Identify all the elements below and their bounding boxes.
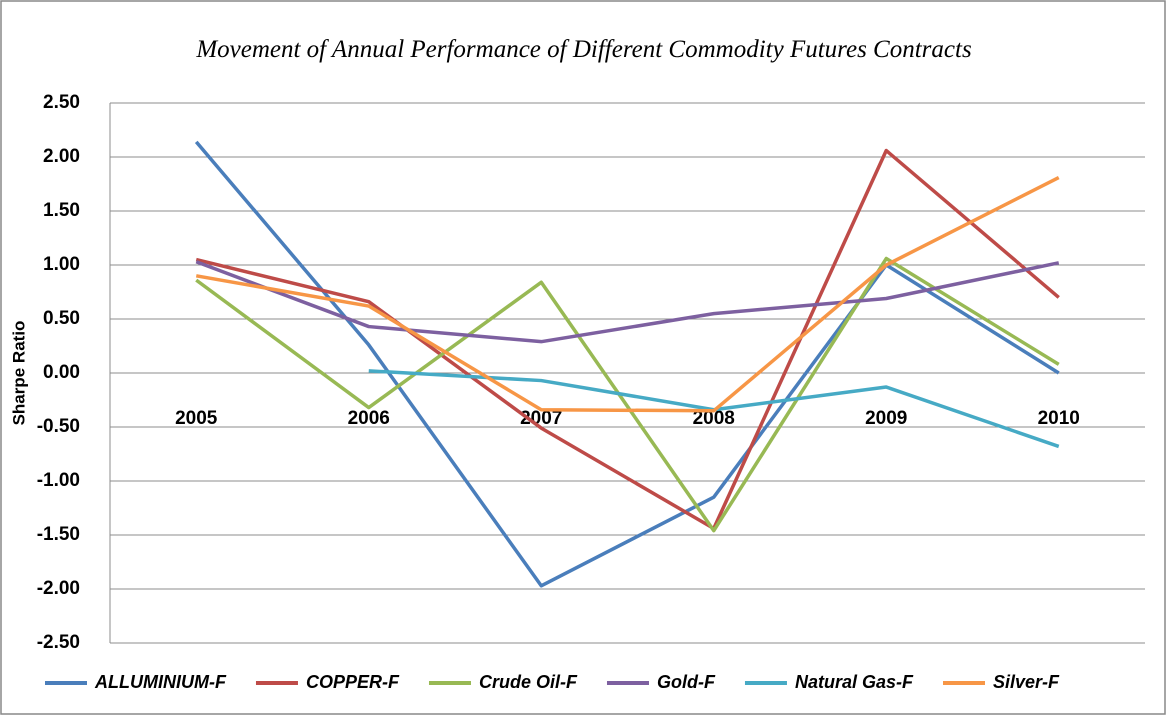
y-tick-label: 0.00	[43, 362, 80, 383]
legend-label: Crude Oil-F	[479, 672, 578, 692]
legend-label: Silver-F	[993, 672, 1060, 692]
x-tick-label: 2009	[865, 408, 907, 429]
series-line	[194, 140, 1060, 588]
y-tick-label: -1.50	[37, 524, 80, 545]
series-line	[195, 175, 1060, 413]
y-axis-label: Sharpe Ratio	[9, 321, 28, 426]
y-tick-label: 2.00	[43, 146, 80, 167]
y-tick-label: 1.00	[43, 254, 80, 275]
legend-label: Natural Gas-F	[795, 672, 914, 692]
chart-title: Movement of Annual Performance of Differ…	[196, 36, 972, 63]
x-tick-label: 2006	[348, 408, 390, 429]
series-line	[195, 148, 1060, 531]
legend-label: COPPER-F	[306, 672, 400, 692]
x-tick-label: 2008	[693, 408, 735, 429]
y-tick-label: 2.50	[43, 92, 80, 113]
y-tick-label: -1.00	[37, 470, 80, 491]
legend-label: Gold-F	[657, 672, 716, 692]
x-tick-label: 2010	[1038, 408, 1080, 429]
y-tick-label: 0.50	[43, 308, 80, 329]
y-tick-label: -2.00	[37, 578, 80, 599]
series-line	[195, 256, 1060, 533]
x-tick-label: 2005	[175, 408, 218, 429]
y-tick-label: 1.50	[43, 200, 80, 221]
x-tick-label: 2007	[520, 408, 562, 429]
y-tick-label: -2.50	[37, 632, 80, 653]
series-line	[195, 260, 1060, 344]
y-tick-label: -0.50	[37, 416, 80, 437]
legend-label: ALLUMINIUM-F	[94, 672, 227, 692]
